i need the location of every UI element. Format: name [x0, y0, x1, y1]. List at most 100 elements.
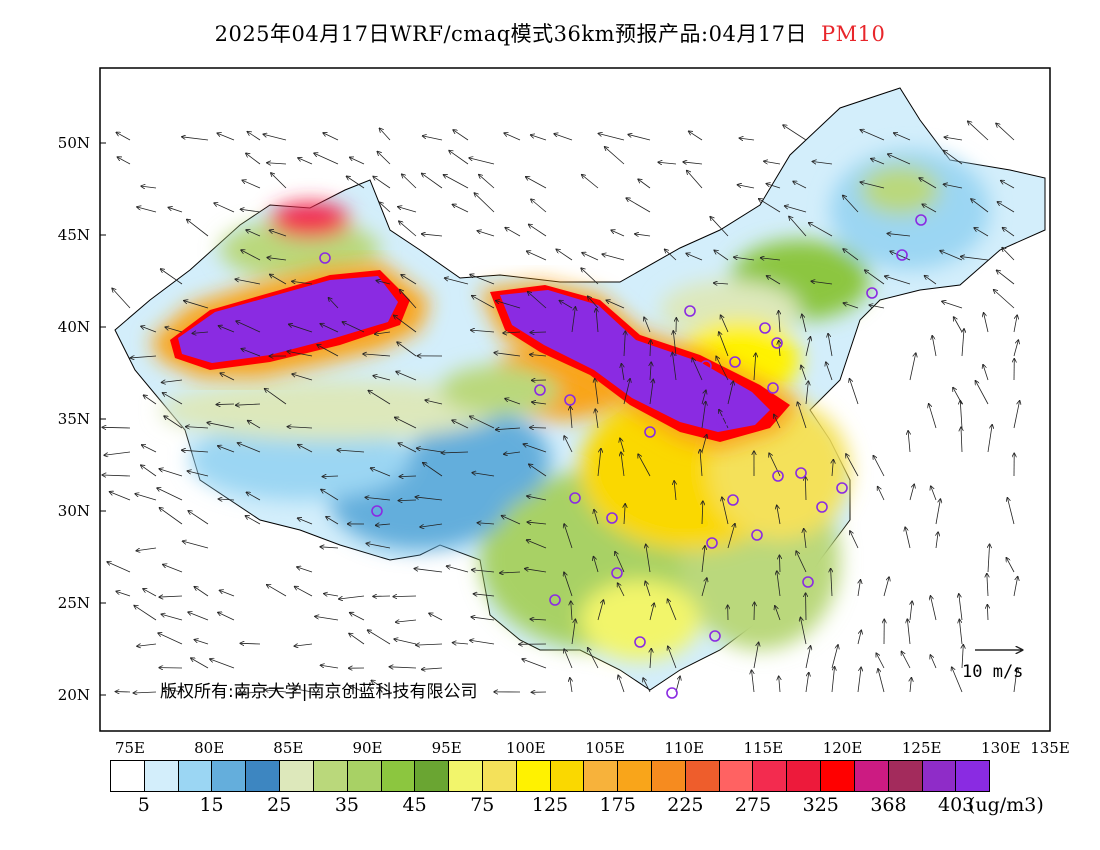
wind-arrow [975, 381, 989, 405]
wind-arrow [422, 234, 443, 236]
wind-arrow [846, 454, 859, 477]
colorbar-swatch [482, 761, 517, 791]
wind-arrow [289, 324, 313, 333]
wind-arrow [241, 250, 261, 261]
wind-arrow [952, 667, 963, 693]
wind-arrow [453, 130, 469, 141]
wind-arrow [363, 354, 391, 356]
lat-tick-label: 45N [58, 226, 90, 244]
wind-vector-field [102, 121, 1019, 694]
city-marker [836, 482, 848, 494]
wind-arrow [429, 613, 443, 621]
wind-arrow [987, 605, 988, 621]
wind-arrow [342, 322, 365, 333]
lon-tick-label: 120E [823, 739, 863, 757]
wind-arrow [777, 571, 781, 597]
wind-arrow [930, 655, 937, 669]
wind-arrow [194, 640, 209, 645]
wind-arrow [1013, 401, 1020, 429]
wind-arrow [442, 452, 469, 453]
wind-arrow [931, 486, 937, 501]
wind-arrow [779, 676, 780, 693]
wind-arrow [246, 230, 261, 237]
lon-tick-label: 80E [194, 739, 224, 757]
wind-arrow [136, 547, 157, 551]
wind-arrow [295, 587, 313, 597]
wind-arrow [873, 456, 885, 477]
wind-arrow [191, 658, 209, 669]
city-marker [709, 630, 721, 642]
wind-arrow [398, 500, 417, 501]
colorbar-swatch [956, 761, 990, 791]
colorbar-swatch [313, 761, 348, 791]
city-marker [564, 394, 576, 406]
wind-arrow [700, 450, 702, 477]
wind-arrow [293, 688, 313, 693]
wind-arrow [571, 619, 575, 645]
wind-arrow [265, 389, 287, 405]
wind-arrow [843, 303, 859, 309]
wind-arrow [163, 565, 183, 573]
wind-arrow [143, 589, 157, 597]
colorbar-swatch [787, 761, 822, 791]
wind-arrow [764, 161, 781, 165]
wind-arrow [809, 223, 833, 237]
city-marker [611, 567, 623, 579]
wind-arrow [102, 427, 131, 428]
wind-arrow [270, 274, 287, 285]
wind-arrow [582, 175, 599, 189]
wind-arrow [843, 249, 859, 261]
wind-arrow [245, 516, 261, 525]
wind-arrow [267, 258, 287, 260]
wind-arrow [974, 228, 989, 237]
wind-arrow [783, 125, 807, 141]
wind-arrow [376, 281, 391, 285]
wind-arrow [701, 402, 706, 429]
wind-arrow [161, 269, 183, 285]
wind-arrow [502, 516, 521, 525]
wind-arrow [527, 522, 547, 524]
wind-arrow [618, 675, 625, 693]
lon-tick-label: 95E [432, 739, 462, 757]
wind-arrow [554, 134, 573, 141]
colorbar-label: 325 [802, 794, 839, 816]
wind-arrow [218, 446, 235, 453]
wind-arrow [959, 594, 963, 621]
wind-arrow [349, 633, 365, 645]
wind-arrow [494, 353, 521, 357]
wind-arrow [650, 340, 651, 357]
colorbar-swatch [652, 761, 686, 791]
wind-arrow [624, 331, 625, 357]
wind-arrow [217, 133, 235, 141]
wind-arrow [869, 305, 885, 309]
wind-arrow [646, 544, 651, 573]
wind-arrow [399, 221, 417, 237]
wind-arrow [396, 620, 417, 622]
lon-tick-label: 85E [273, 739, 303, 757]
wind-arrow [581, 268, 599, 285]
wind-arrow [247, 132, 261, 141]
colorbar-label: 5 [137, 794, 150, 816]
wind-arrow [496, 301, 521, 309]
colorbar-swatch [685, 761, 720, 791]
wind-arrow [298, 518, 313, 525]
wind-arrow [529, 224, 547, 237]
wind-arrow [702, 501, 703, 525]
wind-arrow [182, 450, 209, 452]
colorbar-swatch [753, 761, 788, 791]
wind-arrow [801, 365, 807, 381]
wind-arrow [320, 547, 339, 548]
colorbar-swatch [212, 761, 247, 791]
lon-tick-label: 105E [585, 739, 625, 757]
wind-arrow [582, 253, 599, 261]
wind-arrow [323, 133, 339, 141]
wind-arrow [157, 488, 183, 501]
wind-arrow [887, 234, 911, 237]
wind-arrow [373, 176, 391, 189]
wind-arrow [218, 612, 235, 621]
wind-arrow [267, 585, 287, 597]
wind-arrow [242, 180, 261, 189]
lon-tick-label: 130E [981, 739, 1021, 757]
wind-arrow [556, 249, 573, 261]
wind-arrow [1013, 668, 1017, 693]
